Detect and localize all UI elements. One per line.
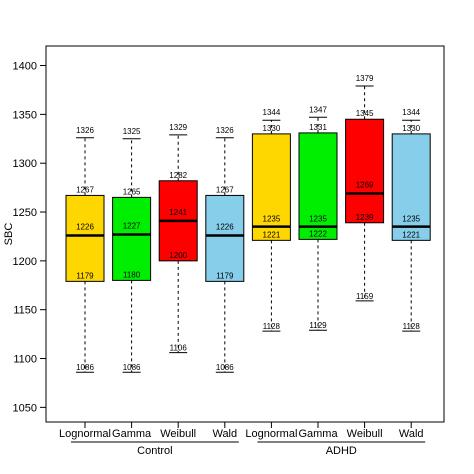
median-value-label: 1226 [216, 222, 234, 231]
q1-value-label: 1200 [169, 251, 187, 260]
max-value-label: 1325 [123, 127, 141, 136]
q3-value-label: 1265 [123, 187, 141, 196]
q3-value-label: 1331 [309, 123, 327, 132]
box-adhd-weibull: 1379 1345 1269 1239 1159 [345, 74, 385, 302]
y-tick-label: 1100 [13, 354, 37, 366]
q3-value-label: 1267 [76, 185, 94, 194]
box-body [345, 118, 385, 224]
max-value-label: 1326 [216, 126, 234, 135]
x-category-label: Lognormal [245, 428, 297, 440]
y-tick-label: 1300 [13, 158, 37, 170]
q1-value-label: 1179 [76, 271, 94, 280]
max-value-label: 1329 [169, 123, 187, 132]
min-value-label: 1128 [263, 322, 281, 331]
y-tick-label: 1050 [13, 402, 37, 414]
group-label: Control [137, 445, 172, 457]
min-value-label: 1086 [216, 363, 234, 372]
max-value-label: 1344 [263, 108, 281, 117]
box-body [112, 196, 152, 281]
x-category-label: Lognormal [59, 428, 111, 440]
max-value-label: 1347 [309, 105, 327, 114]
min-value-label: 1086 [123, 363, 141, 372]
box-series: 1326 1267 1226 1179 1086 1325 1265 1227 1180 1086… [65, 74, 431, 373]
max-value-label: 1344 [402, 108, 420, 117]
min-value-label: 1106 [170, 344, 188, 353]
max-value-label: 1379 [356, 74, 374, 83]
min-value-label: 1129 [309, 321, 327, 330]
box-control-weibull: 1329 1282 1241 1200 1106 [158, 123, 198, 354]
x-category-label: Wald [399, 428, 424, 440]
y-tick-label: 1400 [13, 61, 37, 73]
median-value-label: 1226 [76, 222, 94, 231]
min-value-label: 1128 [403, 322, 421, 331]
min-value-label: 1159 [356, 292, 374, 301]
box-body [251, 133, 291, 241]
q3-value-label: 1282 [169, 171, 187, 180]
box-body [205, 194, 245, 282]
median-value-label: 1269 [356, 180, 374, 189]
q1-value-label: 1221 [263, 230, 281, 239]
group-label: ADHD [326, 445, 357, 457]
y-axis: 1050 1100 1150 1200 1250 1300 1350 1400 [13, 61, 47, 414]
q3-value-label: 1267 [216, 185, 234, 194]
x-category-label: Wald [212, 428, 237, 440]
median-value-label: 1235 [402, 215, 420, 224]
box-adhd-gamma: 1347 1331 1235 1222 1129 [298, 105, 338, 331]
q1-value-label: 1221 [402, 230, 420, 239]
box-control-wald: 1326 1267 1226 1179 1086 [205, 126, 245, 373]
y-axis-label: SBC [3, 223, 15, 246]
median-value-label: 1235 [263, 215, 281, 224]
x-category-label: Weibull [347, 428, 383, 440]
box-body [298, 132, 338, 240]
q3-value-label: 1345 [356, 109, 374, 118]
q3-value-label: 1330 [402, 124, 420, 133]
q1-value-label: 1222 [309, 229, 327, 238]
x-category-label: Gamma [112, 428, 152, 440]
y-tick-label: 1250 [13, 207, 37, 219]
min-value-label: 1086 [76, 363, 94, 372]
y-tick-label: 1350 [13, 109, 37, 121]
box-control-gamma: 1325 1265 1227 1180 1086 [112, 127, 152, 373]
y-tick-label: 1150 [13, 305, 37, 317]
x-category-label: Weibull [160, 428, 196, 440]
x-axis: Lognormal Gamma Weibull Wald Lognormal Gamma W… [59, 421, 426, 457]
median-value-label: 1235 [309, 215, 327, 224]
q3-value-label: 1330 [263, 124, 281, 133]
q1-value-label: 1180 [123, 270, 141, 279]
x-category-label: Gamma [298, 428, 338, 440]
max-value-label: 1326 [76, 126, 94, 135]
box-control-lognormal: 1326 1267 1226 1179 1086 [65, 126, 105, 373]
q1-value-label: 1179 [216, 271, 234, 280]
median-value-label: 1227 [123, 221, 141, 230]
y-tick-label: 1200 [13, 256, 37, 268]
median-value-label: 1241 [169, 208, 187, 217]
box-body [391, 133, 431, 241]
box-adhd-lognormal: 1344 1330 1235 1221 1128 [251, 108, 291, 332]
box-body [65, 194, 105, 282]
plot-frame [45, 45, 445, 423]
box-adhd-wald: 1344 1330 1235 1221 1128 [391, 108, 431, 332]
q1-value-label: 1239 [356, 213, 374, 222]
